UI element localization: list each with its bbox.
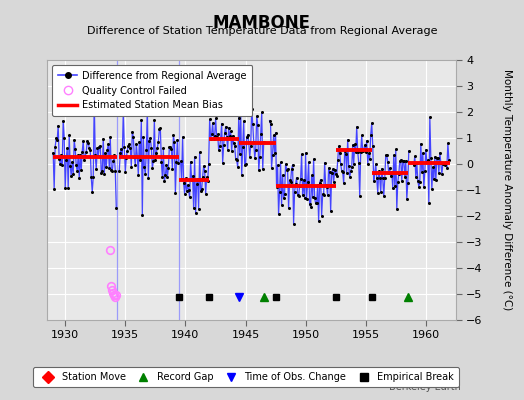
Y-axis label: Monthly Temperature Anomaly Difference (°C): Monthly Temperature Anomaly Difference (… [502,69,512,311]
Text: MAMBONE: MAMBONE [213,14,311,32]
Legend: Difference from Regional Average, Quality Control Failed, Estimated Station Mean: Difference from Regional Average, Qualit… [52,65,253,116]
Legend: Station Move, Record Gap, Time of Obs. Change, Empirical Break: Station Move, Record Gap, Time of Obs. C… [34,368,459,387]
Text: Difference of Station Temperature Data from Regional Average: Difference of Station Temperature Data f… [87,26,437,36]
Text: Berkeley Earth: Berkeley Earth [389,382,461,392]
